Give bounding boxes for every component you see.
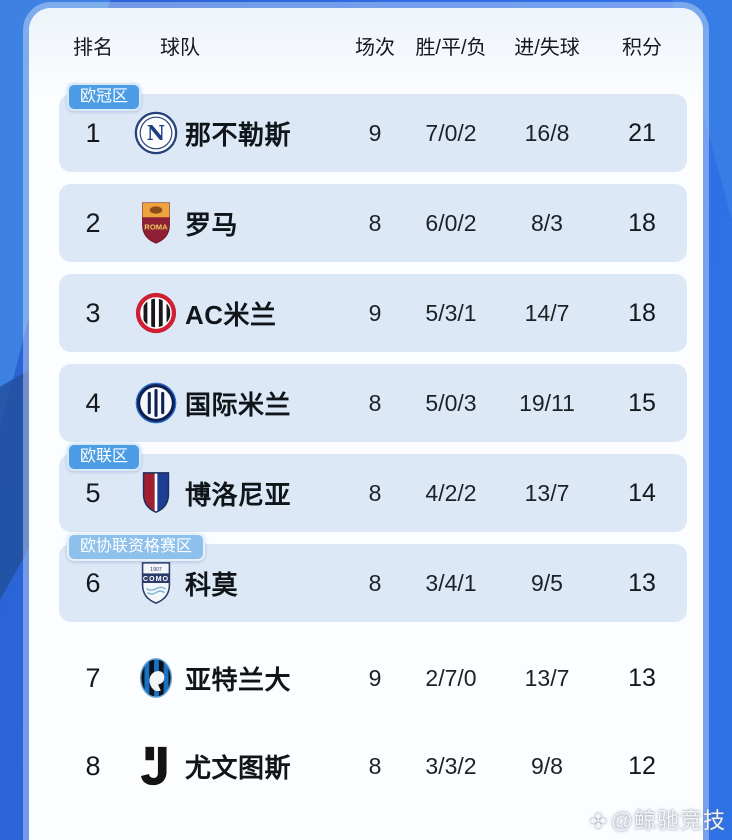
table-row[interactable]: 7 亚特兰大 9 2/7/0 13/7 13	[59, 634, 687, 722]
matches-played: 8	[368, 569, 382, 596]
points-value: 12	[628, 751, 656, 780]
standings-panel: 排名 球队 场次 胜/平/负 进/失球 积分 欧冠区 1 那不勒斯 9 7/0/…	[29, 8, 703, 840]
table-row[interactable]: 欧联区 5 博洛尼亚 8 4/2/2 13/7 14	[59, 443, 687, 532]
goals-for-against: 8/3	[531, 209, 563, 236]
matches-played: 9	[368, 299, 382, 326]
matches-played: 8	[368, 752, 382, 779]
rank-value: 7	[85, 662, 101, 693]
win-draw-loss: 4/2/2	[425, 479, 477, 506]
goals-for-against: 16/8	[524, 119, 570, 146]
points-value: 13	[628, 568, 656, 597]
win-draw-loss: 7/0/2	[425, 119, 477, 146]
table-row[interactable]: 4 国际米兰 8 5/0/3 19/11 15	[59, 364, 687, 442]
rank-value: 2	[85, 207, 101, 238]
points-value: 18	[628, 298, 656, 327]
rank-value: 8	[85, 750, 101, 781]
goals-for-against: 9/8	[531, 752, 563, 779]
header-goals: 进/失球	[514, 36, 580, 59]
matches-played: 8	[368, 479, 382, 506]
goals-for-against: 14/7	[524, 299, 570, 326]
watermark: ✤ @鲸驰竞技	[590, 803, 726, 835]
zone-badge: 欧联区	[67, 443, 142, 471]
rank-value: 4	[85, 387, 101, 418]
win-draw-loss: 3/3/2	[425, 752, 477, 779]
watermark-text: @鲸驰竞技	[610, 808, 726, 833]
zone-badge: 欧冠区	[67, 83, 142, 111]
team-logo-icon	[127, 655, 185, 701]
goals-for-against: 9/5	[531, 569, 563, 596]
watermark-flower-icon: ✤	[589, 811, 608, 833]
rank-value: 1	[85, 117, 101, 148]
team-logo-icon	[127, 743, 185, 789]
points-value: 13	[628, 663, 656, 692]
rank-value: 3	[85, 297, 101, 328]
points-value: 14	[628, 478, 656, 507]
team-logo-icon	[127, 110, 185, 156]
header-rank: 排名	[73, 36, 113, 59]
team-name: 尤文图斯	[185, 752, 292, 783]
team-name: 国际米兰	[185, 389, 292, 420]
standings-content: 排名 球队 场次 胜/平/负 进/失球 积分 欧冠区 1 那不勒斯 9 7/0/…	[29, 8, 703, 840]
points-value: 18	[628, 208, 656, 237]
win-draw-loss: 2/7/0	[425, 664, 477, 691]
team-name: 罗马	[185, 209, 239, 240]
team-logo-icon	[127, 560, 185, 606]
win-draw-loss: 3/4/1	[425, 569, 477, 596]
matches-played: 9	[368, 119, 382, 146]
team-name: 博洛尼亚	[185, 479, 292, 510]
rank-value: 5	[85, 477, 101, 508]
goals-for-against: 13/7	[524, 664, 570, 691]
rank-value: 6	[85, 567, 101, 598]
team-logo-icon	[127, 200, 185, 246]
team-logo-icon	[127, 380, 185, 426]
goals-for-against: 13/7	[524, 479, 570, 506]
table-row[interactable]: 欧协联资格赛区 6 科莫 8 3/4/1 9/5 13	[59, 533, 687, 622]
points-value: 15	[628, 388, 656, 417]
team-logo-icon	[127, 470, 185, 516]
win-draw-loss: 6/0/2	[425, 209, 477, 236]
header-played: 场次	[355, 36, 395, 59]
header-wdl: 胜/平/负	[415, 36, 487, 59]
team-name: 亚特兰大	[185, 664, 292, 695]
team-name: 科莫	[185, 569, 239, 600]
zone-badge: 欧协联资格赛区	[67, 533, 206, 561]
team-logo-icon	[127, 290, 185, 336]
win-draw-loss: 5/3/1	[425, 299, 477, 326]
goals-for-against: 19/11	[519, 389, 575, 416]
standings-rows: 欧冠区 1 那不勒斯 9 7/0/2 16/8 21 2 罗马 8 6/0/2 …	[59, 83, 687, 810]
matches-played: 8	[368, 209, 382, 236]
win-draw-loss: 5/0/3	[425, 389, 477, 416]
table-row[interactable]: 3 AC米兰 9 5/3/1 14/7 18	[59, 274, 687, 352]
matches-played: 8	[368, 389, 382, 416]
matches-played: 9	[368, 664, 382, 691]
points-value: 21	[628, 118, 656, 147]
team-name: 那不勒斯	[185, 119, 292, 150]
table-row[interactable]: 2 罗马 8 6/0/2 8/3 18	[59, 184, 687, 262]
header-points: 积分	[622, 36, 662, 59]
team-name: AC米兰	[185, 299, 277, 330]
table-row[interactable]: 欧冠区 1 那不勒斯 9 7/0/2 16/8 21	[59, 83, 687, 172]
header-team: 球队	[160, 36, 200, 59]
table-header: 排名 球队 场次 胜/平/负 进/失球 积分	[59, 8, 687, 82]
table-row[interactable]: 8 尤文图斯 8 3/3/2 9/8 12	[59, 722, 687, 810]
